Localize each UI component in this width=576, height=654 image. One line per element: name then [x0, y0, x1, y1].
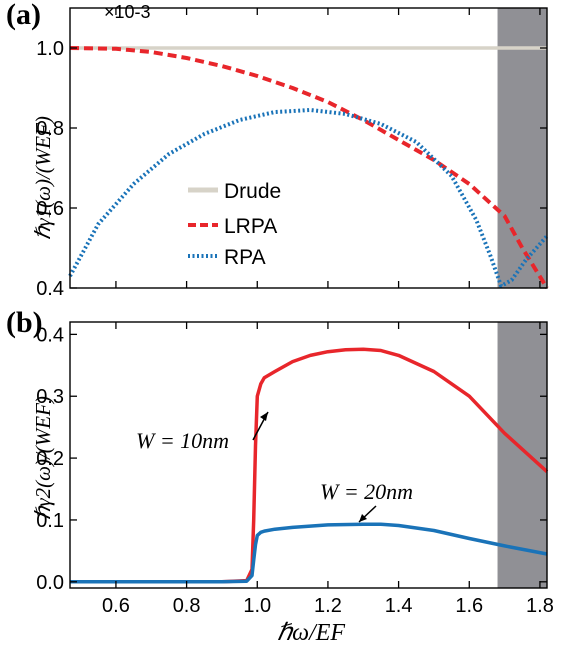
y-tick-label-a: 0.8: [36, 118, 64, 140]
plot-area-b: [70, 347, 549, 584]
x-tick-label: 1.8: [526, 595, 554, 617]
plot-area-a: [68, 46, 549, 290]
legend-a: Drude LRPA RPA: [188, 180, 281, 269]
x-tick-label: 0.6: [102, 595, 130, 617]
annotation-w10: W = 10nm: [136, 428, 229, 453]
y-tick-label-b: 0.4: [36, 324, 64, 346]
series-line-b-w-20nm: [70, 522, 548, 584]
x-tick-label: 1.2: [314, 595, 342, 617]
y-tick-label-b: 0.0: [36, 572, 64, 594]
y-axis-label-a: ℏγ1(ω)/(WEF): [31, 116, 55, 240]
x-ticks-b: 0.6 0.8 1.0 1.2 1.4 1.6 1.8: [102, 322, 554, 617]
y-tick-label-b: 0.1: [36, 510, 64, 532]
axes-frame-a: [69, 7, 548, 289]
y-ticks-b: 0.0 0.1 0.2 0.3 0.4: [36, 324, 547, 594]
y-tick-label-a: 1.0: [36, 38, 64, 60]
x-axis-label: ℏω/EF: [277, 620, 345, 646]
x-tick-label: 0.8: [173, 595, 201, 617]
legend-label-rpa: RPA: [224, 246, 266, 269]
panel-b-label: (b): [6, 306, 43, 339]
panel-a: (a) 0.4 0.6 0.8 1.0 ×10-3 ℏγ1(ω)/(WEF) Drud…: [6, 0, 549, 300]
y-ticks-a: 0.4 0.6 0.8 1.0: [36, 38, 547, 300]
annotations-b: W = 10nm W = 20nm: [136, 411, 413, 523]
annotation-arrowhead-w10: [260, 412, 268, 421]
series-line-b-w-10nm: [70, 347, 549, 584]
shaded-region-a: [497, 8, 547, 288]
annotation-w20: W = 20nm: [320, 479, 413, 504]
x-tick-label: 1.6: [455, 595, 483, 617]
scale-factor-label: ×10-3: [104, 2, 151, 22]
x-ticks-a: [115, 8, 541, 288]
shaded-region-b: [497, 322, 547, 588]
panel-b: (b) 0.0 0.1 0.2 0.3 0.4 0.6 0.8 1.0 1.2 1.4 1.6 1.…: [6, 306, 554, 646]
annotation-arrowhead-w20: [359, 514, 367, 522]
y-tick-label-a: 0.4: [36, 278, 64, 300]
y-axis-label-b: ℏγ2(ω)/(WEF): [31, 396, 55, 520]
y-tick-label-a: 0.6: [36, 198, 64, 220]
legend-label-drude: Drude: [224, 180, 281, 203]
series-line-a-rpa: [68, 108, 549, 288]
y-tick-label-b: 0.3: [36, 386, 64, 408]
axes-frame-b: [69, 321, 548, 589]
x-tick-label: 1.4: [385, 595, 413, 617]
legend-label-lrpa: LRPA: [224, 215, 277, 238]
x-tick-label: 1.0: [243, 595, 271, 617]
y-tick-label-b: 0.2: [36, 448, 64, 470]
series-line-a-lrpa: [69, 46, 549, 290]
panel-a-label: (a): [6, 0, 41, 31]
